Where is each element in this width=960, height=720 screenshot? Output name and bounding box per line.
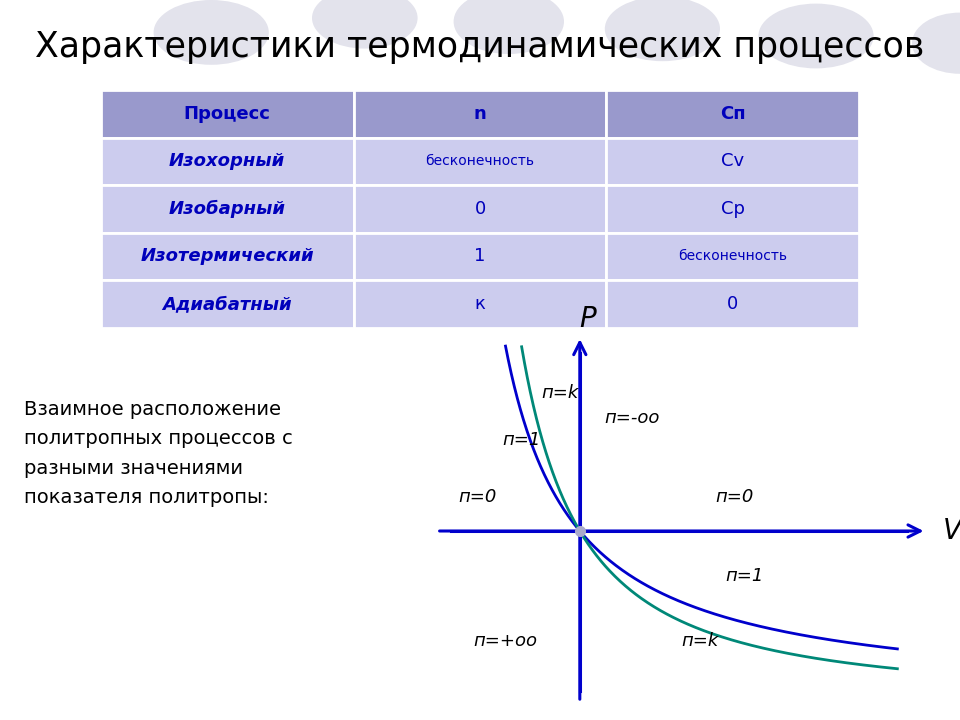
Bar <box>607 138 859 185</box>
Ellipse shape <box>758 4 874 68</box>
Bar <box>607 90 859 138</box>
Ellipse shape <box>154 0 269 65</box>
Text: бесконечность: бесконечность <box>679 249 787 264</box>
Bar <box>101 90 353 138</box>
Text: п=-оо: п=-оо <box>604 409 660 427</box>
Text: 1: 1 <box>474 247 486 265</box>
Text: Cv: Cv <box>721 152 744 170</box>
Bar <box>101 280 353 328</box>
Text: п=0: п=0 <box>459 488 497 506</box>
Ellipse shape <box>912 12 960 74</box>
Text: Характеристики термодинамических процессов: Характеристики термодинамических процесс… <box>36 30 924 64</box>
Text: Изохорный: Изохорный <box>169 152 285 170</box>
Text: n: n <box>473 104 487 122</box>
Text: п=0: п=0 <box>715 488 754 506</box>
Text: 0: 0 <box>727 295 738 312</box>
Text: п=k: п=k <box>541 384 579 402</box>
Ellipse shape <box>312 0 418 49</box>
Text: Изотермический: Изотермический <box>140 247 314 265</box>
Ellipse shape <box>454 0 564 54</box>
Text: п=1: п=1 <box>502 431 540 449</box>
Text: Изобарный: Изобарный <box>169 199 286 218</box>
Bar <box>101 138 353 185</box>
Bar <box>607 280 859 328</box>
Bar <box>353 185 607 233</box>
Text: бесконечность: бесконечность <box>425 154 535 168</box>
Text: Адиабатный: Адиабатный <box>162 295 292 312</box>
Bar <box>607 233 859 280</box>
Text: п=k: п=k <box>682 632 719 650</box>
Bar <box>101 185 353 233</box>
Bar <box>353 90 607 138</box>
Text: к: к <box>474 295 486 312</box>
Text: Сп: Сп <box>720 104 746 122</box>
Text: п=1: п=1 <box>725 567 763 585</box>
Text: Процесс: Процесс <box>183 104 271 122</box>
Bar <box>101 233 353 280</box>
Text: V: V <box>943 517 960 545</box>
Text: 0: 0 <box>474 199 486 217</box>
Bar <box>353 233 607 280</box>
Bar <box>607 185 859 233</box>
Bar <box>353 138 607 185</box>
Text: Cp: Cp <box>721 199 745 217</box>
Text: P: P <box>579 305 596 333</box>
Bar <box>353 280 607 328</box>
Text: Взаимное расположение
политропных процессов с
разными значениями
показателя поли: Взаимное расположение политропных процес… <box>24 400 293 508</box>
Text: п=+оо: п=+оо <box>473 632 538 650</box>
Ellipse shape <box>605 0 720 61</box>
